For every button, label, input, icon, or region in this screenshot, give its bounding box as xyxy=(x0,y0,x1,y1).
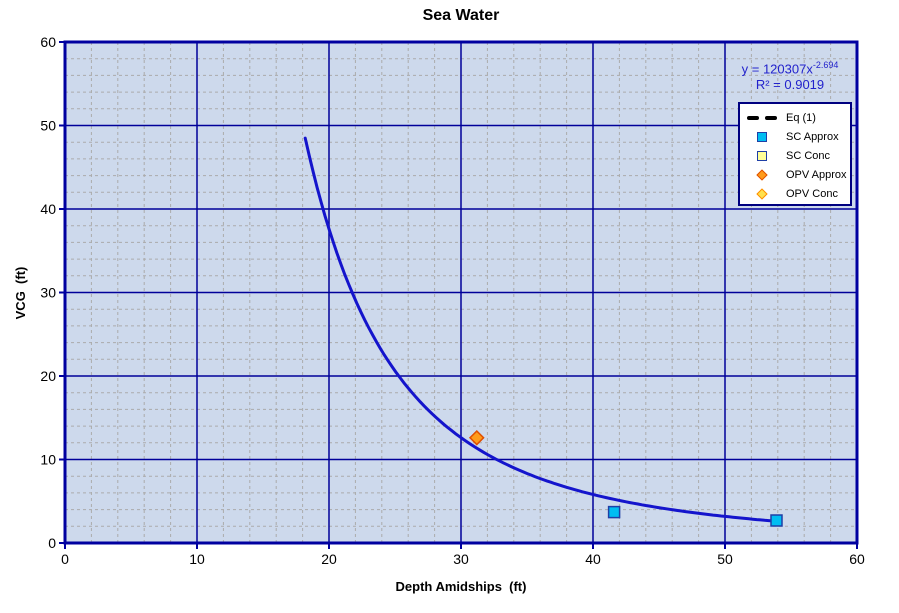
svg-text:40: 40 xyxy=(585,551,601,567)
svg-text:60: 60 xyxy=(849,551,865,567)
legend-label: OPV Conc xyxy=(786,187,838,200)
svg-text:60: 60 xyxy=(40,34,56,50)
plot-border xyxy=(63,40,859,545)
svg-text:10: 10 xyxy=(189,551,205,567)
svg-text:0: 0 xyxy=(48,535,56,551)
square-marker-icon xyxy=(743,131,781,142)
legend-item-sc-conc: SC Conc xyxy=(740,146,850,165)
data-point-sc-approx xyxy=(770,514,783,527)
diamond-marker-icon xyxy=(743,187,781,200)
square-marker-icon xyxy=(743,150,781,161)
legend-label: SC Approx xyxy=(786,130,839,143)
legend-label: Eq (1) xyxy=(786,111,816,124)
svg-text:30: 30 xyxy=(40,285,56,301)
svg-text:40: 40 xyxy=(40,201,56,217)
svg-text:50: 50 xyxy=(717,551,733,567)
legend-label: SC Conc xyxy=(786,149,831,162)
svg-text:30: 30 xyxy=(453,551,469,567)
legend-label: OPV Approx xyxy=(786,168,847,181)
legend-item-opv-conc: OPV Conc xyxy=(740,184,850,203)
svg-text:10: 10 xyxy=(40,452,56,468)
data-point-sc-approx xyxy=(607,505,621,519)
svg-text:20: 20 xyxy=(40,368,56,384)
x-tick-labels: 0 10 20 30 40 50 60 xyxy=(61,551,865,567)
svg-text:20: 20 xyxy=(321,551,337,567)
data-point-opv-approx xyxy=(468,429,485,446)
legend-item-opv-approx: OPV Approx xyxy=(740,165,850,184)
svg-text:0: 0 xyxy=(61,551,69,567)
major-gridlines xyxy=(65,42,857,543)
equation-exponent: -2.694 xyxy=(812,60,839,70)
diamond-marker-icon xyxy=(743,168,781,181)
legend-item-eq1: Eq (1) xyxy=(740,108,850,127)
legend-item-sc-approx: SC Approx xyxy=(740,127,850,146)
equation-line: y = 120307x-2.694 xyxy=(710,57,870,77)
x-axis-title: Depth Amidships (ft) xyxy=(395,579,527,594)
r-squared: R² = 0.9019 xyxy=(755,77,825,93)
y-axis-title: VCG (ft) xyxy=(13,266,28,320)
equation-base: y = 120307x xyxy=(741,61,813,77)
legend: Eq (1) SC Approx SC Conc OPV Approx OPV … xyxy=(738,102,852,206)
trendline-equation: y = 120307x-2.694 R² = 0.9019 xyxy=(710,57,870,93)
trendline-curve xyxy=(303,136,778,523)
svg-text:50: 50 xyxy=(40,118,56,134)
dashed-line-icon xyxy=(743,115,781,120)
y-tick-labels: 0 10 20 30 40 50 60 xyxy=(40,34,56,551)
chart-title: Sea Water xyxy=(422,7,500,24)
